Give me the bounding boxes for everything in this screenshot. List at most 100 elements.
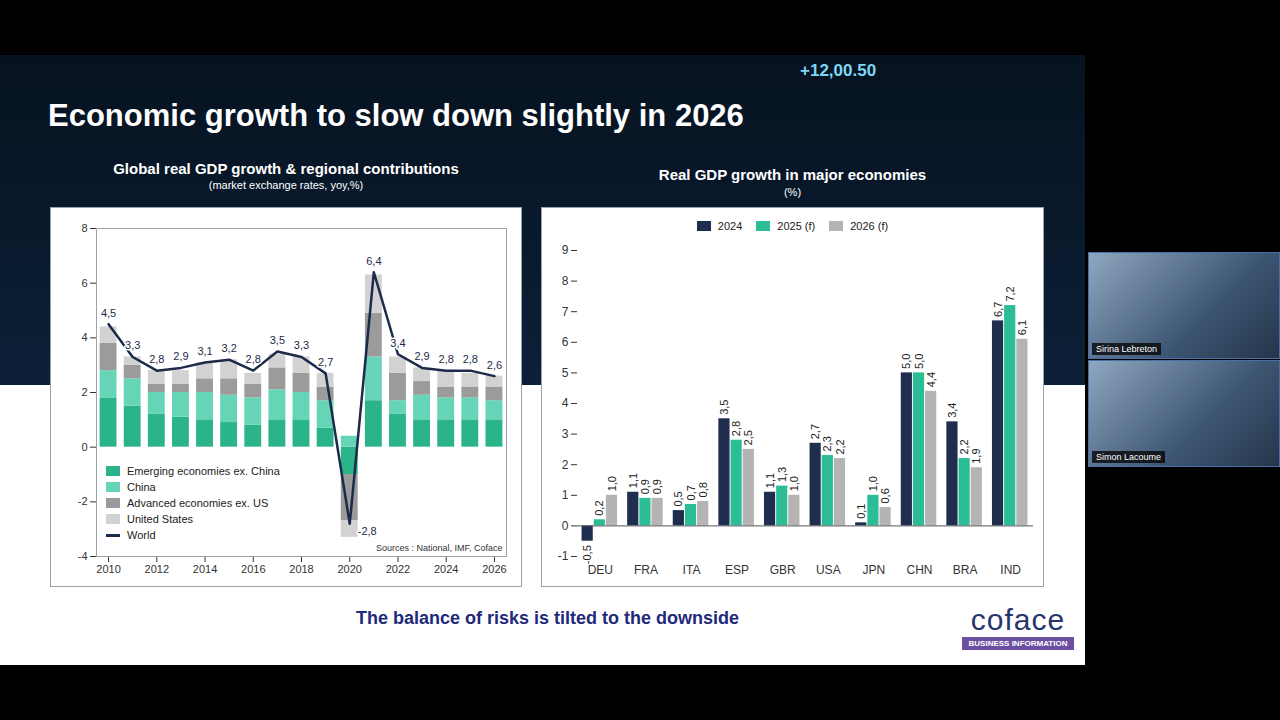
svg-text:6: 6 xyxy=(562,335,569,349)
html-text:The balance of risks is tilted: The balance of risks is tilted to the do… xyxy=(356,608,739,628)
svg-text:1,0: 1,0 xyxy=(788,476,800,491)
svg-text:4: 4 xyxy=(562,396,569,410)
svg-text:2,8: 2,8 xyxy=(439,353,454,365)
svg-text:7: 7 xyxy=(562,305,569,319)
html-text:China: China xyxy=(127,481,156,493)
svg-text:0: 0 xyxy=(81,441,87,453)
svg-text:5: 5 xyxy=(562,366,569,380)
svg-text:0,9: 0,9 xyxy=(639,479,651,494)
svg-text:0,2: 0,2 xyxy=(593,500,605,515)
svg-text:2,7: 2,7 xyxy=(809,424,821,439)
svg-text:FRA: FRA xyxy=(634,563,658,577)
svg-text:4,4: 4,4 xyxy=(925,372,937,387)
svg-text:0,7: 0,7 xyxy=(685,485,697,500)
svg-text:-4: -4 xyxy=(78,550,88,562)
svg-text:0,6: 0,6 xyxy=(879,488,891,503)
svg-text:4: 4 xyxy=(81,331,87,343)
html-text:Global real GDP growth & regio: Global real GDP growth & regional contri… xyxy=(113,160,459,177)
html-text:(market exchange rates, yoy,%): (market exchange rates, yoy,%) xyxy=(208,179,364,191)
svg-text:3,4: 3,4 xyxy=(390,337,405,349)
svg-text:6,4: 6,4 xyxy=(366,255,381,267)
svg-text:BRA: BRA xyxy=(953,563,978,577)
svg-text:2: 2 xyxy=(81,386,87,398)
svg-text:2,8: 2,8 xyxy=(463,353,478,365)
svg-text:USA: USA xyxy=(816,563,841,577)
svg-text:ESP: ESP xyxy=(725,563,749,577)
svg-text:3,4: 3,4 xyxy=(946,403,958,418)
svg-text:0: 0 xyxy=(562,519,569,533)
svg-text:2,9: 2,9 xyxy=(173,350,188,362)
svg-text:2,5: 2,5 xyxy=(742,430,754,445)
svg-text:3,5: 3,5 xyxy=(718,400,730,415)
svg-text:ITA: ITA xyxy=(683,563,701,577)
svg-text:6: 6 xyxy=(81,277,87,289)
svg-text:3,3: 3,3 xyxy=(294,339,309,351)
svg-text:3,2: 3,2 xyxy=(221,342,236,354)
html-text:coface: coface xyxy=(970,603,1066,636)
svg-text:2014: 2014 xyxy=(193,563,217,575)
svg-text:1,0: 1,0 xyxy=(605,476,617,491)
svg-text:0,8: 0,8 xyxy=(697,482,709,497)
svg-text:2016: 2016 xyxy=(241,563,265,575)
svg-text:1,1: 1,1 xyxy=(764,473,776,488)
svg-text:2,3: 2,3 xyxy=(821,436,833,451)
svg-text:2012: 2012 xyxy=(145,563,169,575)
html-text:World: World xyxy=(127,529,156,541)
svg-text:2,9: 2,9 xyxy=(414,350,429,362)
svg-text:7,2: 7,2 xyxy=(1004,286,1016,301)
svg-text:9: 9 xyxy=(562,243,569,257)
svg-text:2,6: 2,6 xyxy=(487,359,502,371)
html-text:+12,00.50: +12,00.50 xyxy=(800,61,877,80)
svg-text:5,0: 5,0 xyxy=(900,354,912,369)
html-text:2024: 2024 xyxy=(717,220,743,232)
svg-text:1,3: 1,3 xyxy=(776,467,788,482)
svg-text:2,2: 2,2 xyxy=(958,439,970,454)
svg-text:1: 1 xyxy=(562,488,569,502)
svg-text:6,1: 6,1 xyxy=(1016,320,1028,335)
svg-text:4,5: 4,5 xyxy=(101,307,116,319)
svg-text:5,0: 5,0 xyxy=(913,354,925,369)
svg-text:8: 8 xyxy=(562,274,569,288)
html-text:Real GDP growth in major econo: Real GDP growth in major economies xyxy=(658,166,927,183)
html-text:Emerging economies ex. China: Emerging economies ex. China xyxy=(127,465,280,477)
svg-text:0,1: 0,1 xyxy=(855,504,867,519)
html-text:2026 (f): 2026 (f) xyxy=(850,220,889,232)
svg-text:2,8: 2,8 xyxy=(246,353,261,365)
svg-text:3: 3 xyxy=(562,427,569,441)
svg-text:6,7: 6,7 xyxy=(992,302,1004,317)
html-text:United States: United States xyxy=(127,513,193,525)
svg-text:2018: 2018 xyxy=(289,563,313,575)
svg-text:1,9: 1,9 xyxy=(970,448,982,463)
svg-text:3,3: 3,3 xyxy=(125,339,140,351)
svg-text:Sources : National, IMF, Cofac: Sources : National, IMF, Coface xyxy=(376,543,503,553)
svg-text:-2,8: -2,8 xyxy=(358,525,377,537)
svg-text:CHN: CHN xyxy=(907,563,933,577)
svg-text:2024: 2024 xyxy=(434,563,458,575)
svg-text:0,5: 0,5 xyxy=(672,491,684,506)
svg-text:2022: 2022 xyxy=(386,563,410,575)
svg-text:-0,5: -0,5 xyxy=(581,545,593,564)
html-text:2025 (f): 2025 (f) xyxy=(777,220,816,232)
svg-text:DEU: DEU xyxy=(587,563,613,577)
svg-text:JPN: JPN xyxy=(863,563,886,577)
svg-text:GBR: GBR xyxy=(770,563,796,577)
svg-text:1,1: 1,1 xyxy=(627,473,639,488)
html-text:Economic growth to slow down s: Economic growth to slow down slightly in… xyxy=(48,98,744,133)
svg-text:IND: IND xyxy=(1000,563,1021,577)
svg-text:2,2: 2,2 xyxy=(833,439,845,454)
svg-text:3,1: 3,1 xyxy=(197,345,212,357)
svg-text:2,7: 2,7 xyxy=(318,356,333,368)
svg-text:3,5: 3,5 xyxy=(270,334,285,346)
svg-text:2010: 2010 xyxy=(96,563,120,575)
svg-text:8: 8 xyxy=(81,222,87,234)
svg-text:2020: 2020 xyxy=(337,563,361,575)
svg-text:2: 2 xyxy=(562,458,569,472)
svg-text:2,8: 2,8 xyxy=(149,353,164,365)
html-text:Advanced economies ex. US: Advanced economies ex. US xyxy=(127,497,269,509)
svg-text:2026: 2026 xyxy=(482,563,506,575)
svg-text:2,8: 2,8 xyxy=(730,421,742,436)
svg-text:0,9: 0,9 xyxy=(651,479,663,494)
svg-text:-1: -1 xyxy=(558,549,569,563)
svg-text:-2: -2 xyxy=(78,495,88,507)
svg-text:1,0: 1,0 xyxy=(867,476,879,491)
